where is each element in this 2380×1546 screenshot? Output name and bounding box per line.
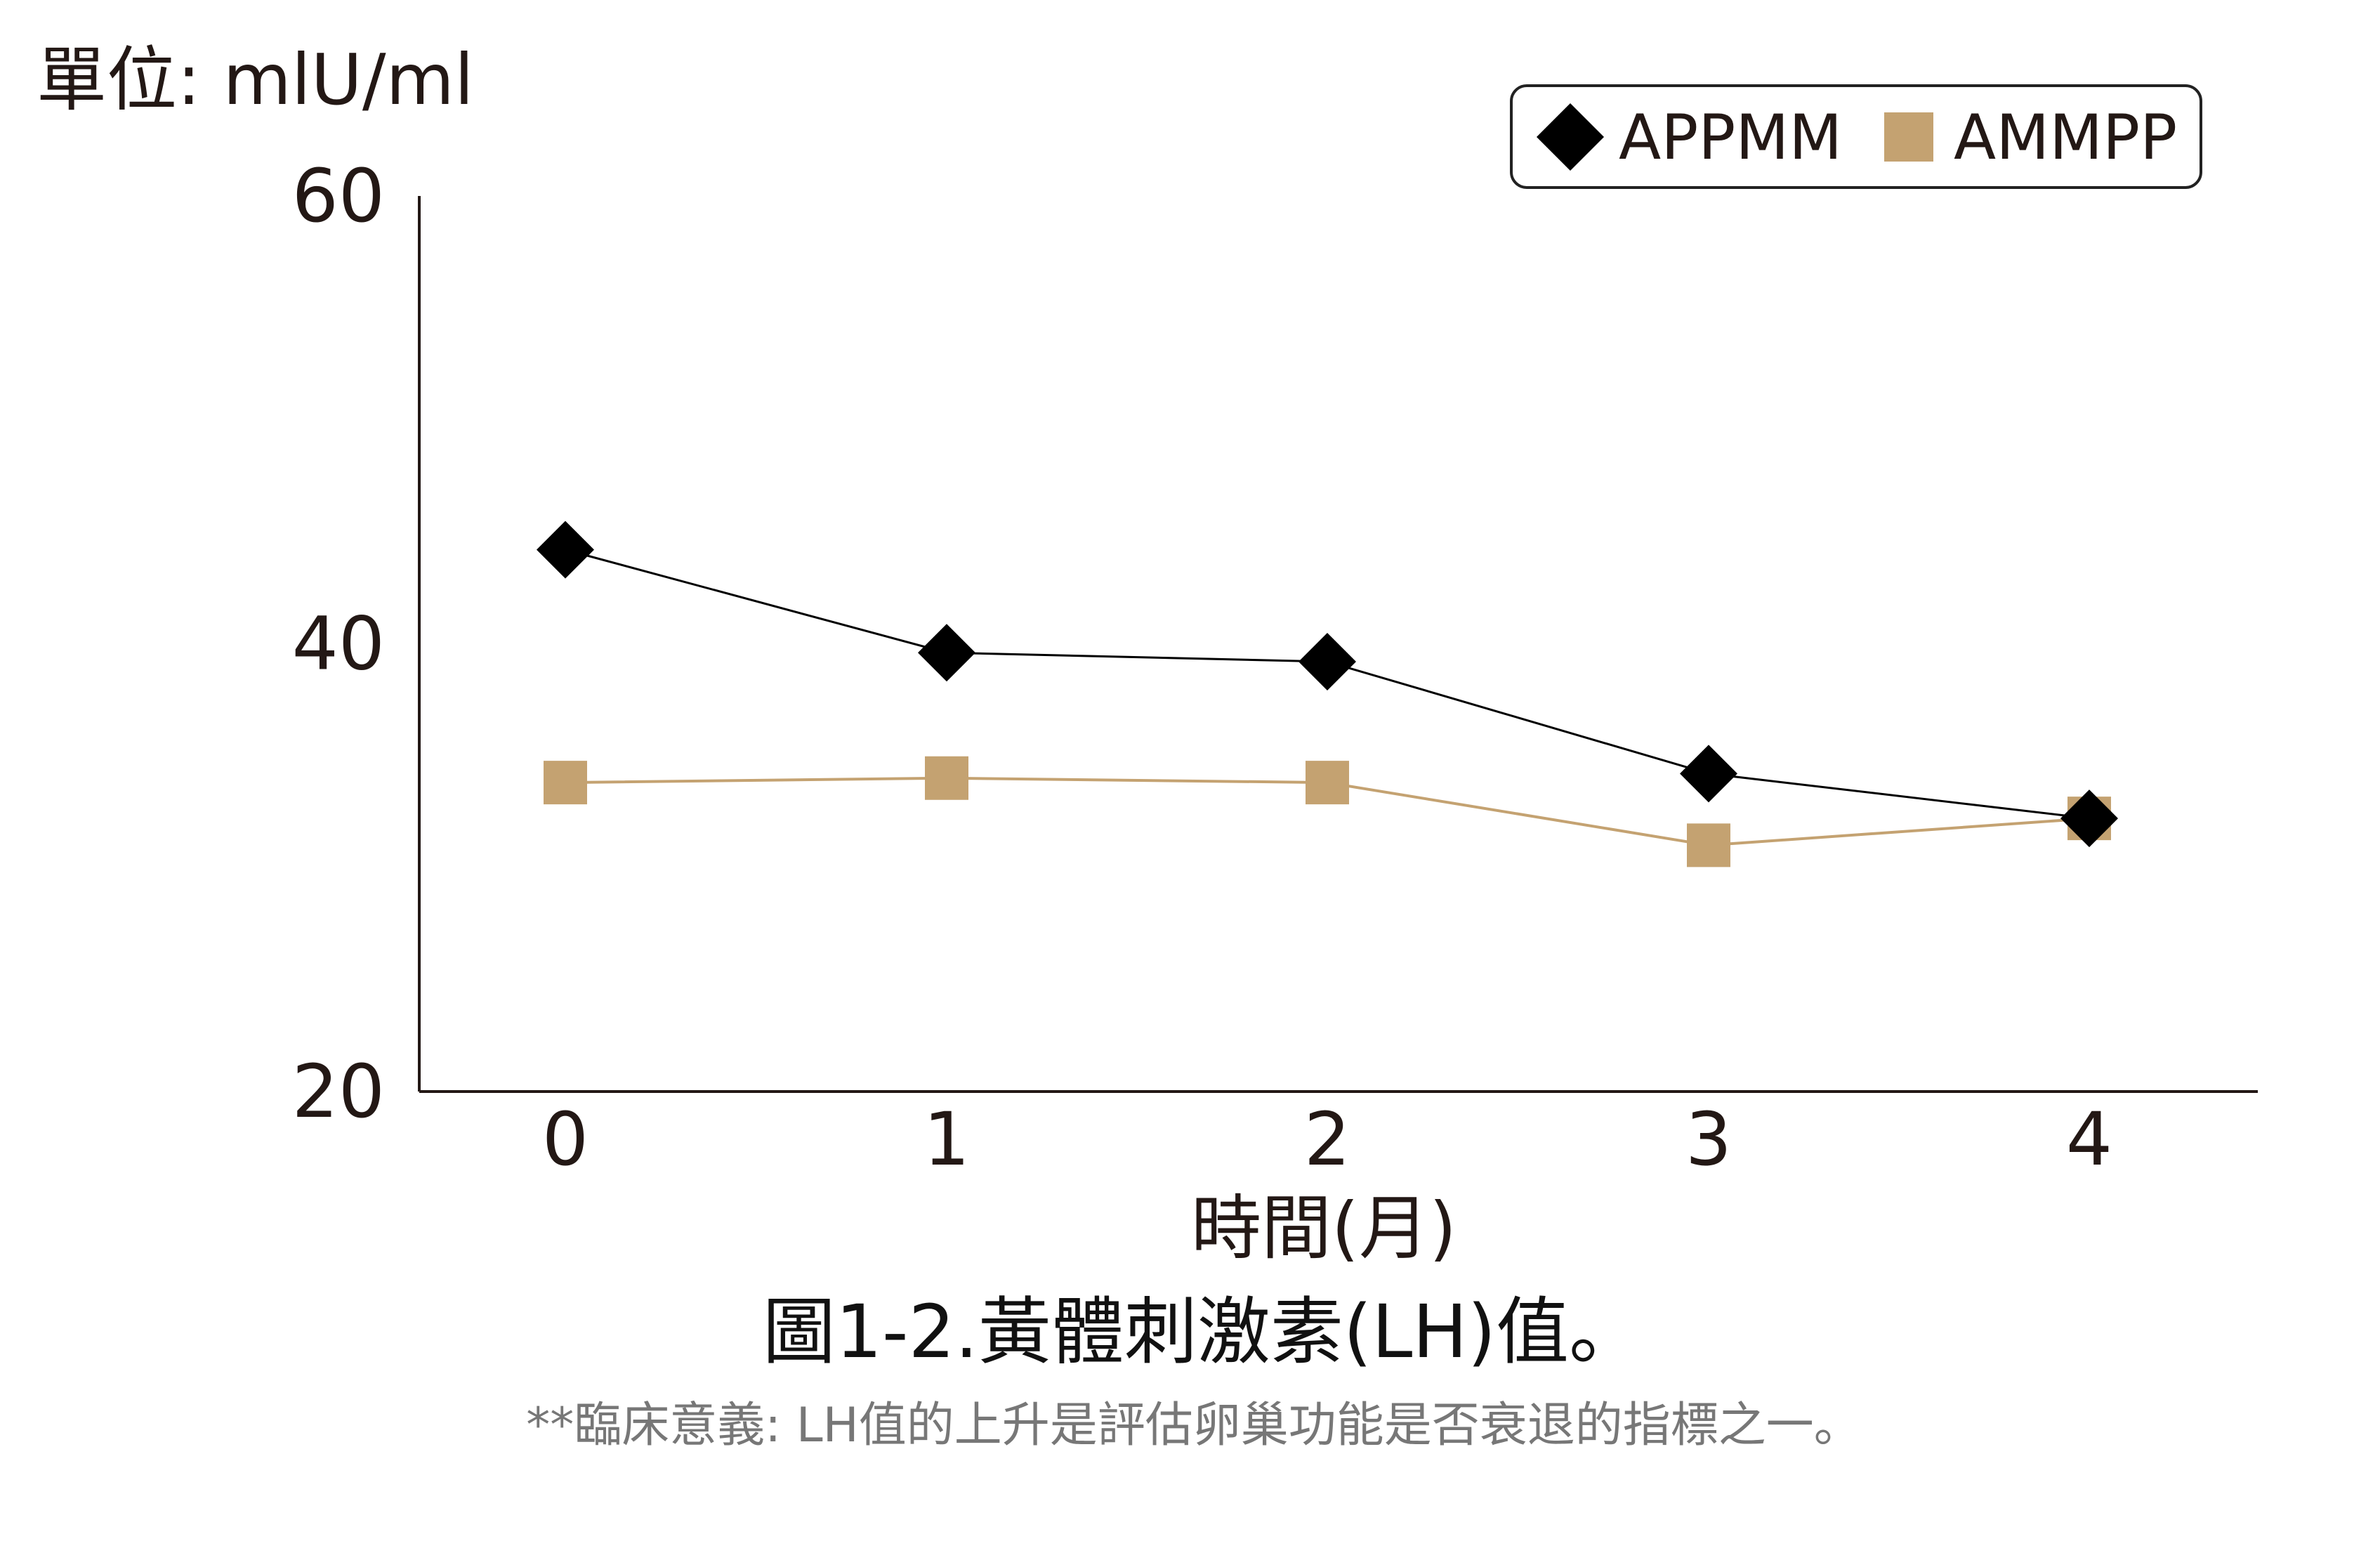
y-tick-label: 40 [292, 601, 385, 687]
y-tick-label: 60 [292, 153, 385, 239]
legend-label-appmm: APPMM [1619, 101, 1842, 173]
x-tick-label: 2 [1304, 1096, 1350, 1182]
data-point-appmm [1299, 633, 1356, 690]
data-point-appmm [1680, 745, 1737, 803]
x-tick-label: 3 [1685, 1096, 1732, 1182]
series-ammpp [544, 756, 2111, 867]
data-point-ammpp [1306, 761, 1349, 805]
data-point-appmm [918, 624, 975, 682]
unit-label: 單位: mlU/ml [37, 39, 474, 121]
legend: APPMM AMMPP [1510, 84, 2202, 189]
series-layer [537, 520, 2118, 867]
legend-label-ammpp: AMMPP [1954, 101, 2177, 173]
x-tick-label: 1 [923, 1096, 970, 1182]
data-point-ammpp [1687, 823, 1730, 867]
data-point-appmm [2060, 790, 2118, 848]
x-axis-label: 時間(月) [1191, 1187, 1457, 1269]
axes: 20 40 60 0 1 2 3 4 [292, 153, 2258, 1182]
series-appmm [537, 520, 2118, 848]
y-tick-label: 20 [292, 1049, 385, 1134]
clinical-note: **臨床意義: LH值的上升是評估卵巢功能是否衰退的指標之一。 [526, 1398, 1862, 1453]
data-point-ammpp [925, 756, 968, 800]
x-tick-label: 0 [542, 1096, 589, 1182]
figure-title: 圖1-2.黃體刺激素(LH)值。 [763, 1289, 1642, 1375]
x-tick-label: 4 [2066, 1096, 2112, 1182]
data-point-ammpp [544, 761, 587, 805]
legend-box [1510, 84, 2202, 189]
legend-marker-ammpp [1884, 112, 1933, 162]
data-point-appmm [537, 520, 594, 579]
legend-marker-appmm [1537, 103, 1604, 171]
